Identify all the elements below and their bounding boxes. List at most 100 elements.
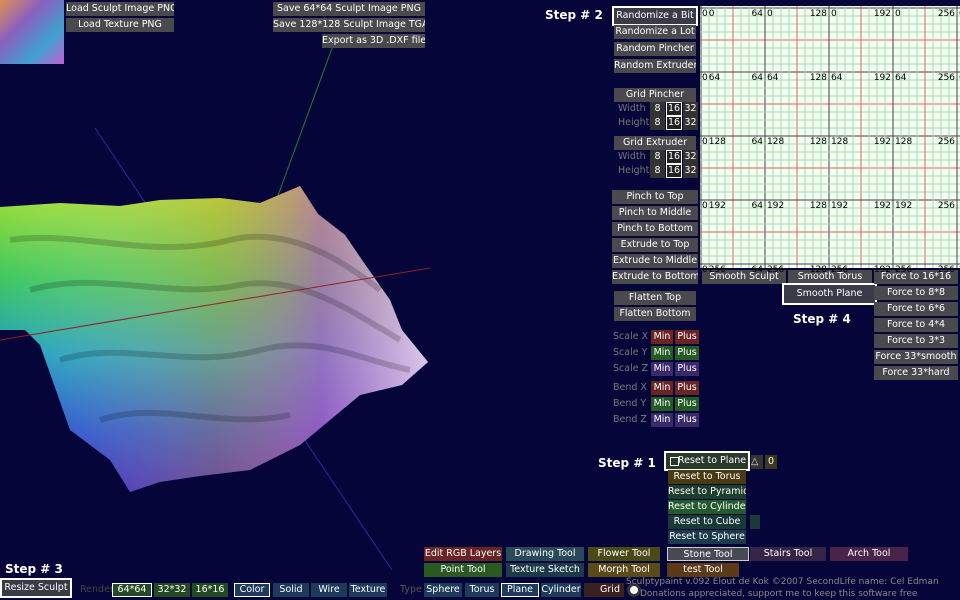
- button[interactable]: 16*16: [192, 583, 228, 597]
- button[interactable]: Grid Extruder: [614, 136, 696, 150]
- button[interactable]: Smooth Plane: [782, 283, 877, 305]
- button[interactable]: test Tool: [667, 563, 739, 577]
- size-button[interactable]: 32: [683, 116, 698, 130]
- bulb-icon[interactable]: [627, 583, 641, 597]
- button[interactable]: Drawing Tool: [506, 547, 584, 561]
- button[interactable]: Solid: [273, 583, 309, 597]
- button[interactable]: Min: [651, 397, 673, 411]
- grid-x-label: 0: [702, 73, 708, 83]
- grid-x-label: 256: [937, 137, 955, 147]
- button[interactable]: Load Texture PNG: [66, 18, 174, 32]
- button[interactable]: Smooth Torus: [788, 270, 872, 284]
- button[interactable]: Point Tool: [424, 563, 502, 577]
- button[interactable]: Plus: [675, 397, 699, 411]
- button[interactable]: 32*32: [154, 583, 190, 597]
- button[interactable]: Plus: [675, 362, 699, 376]
- button[interactable]: Extrude to Bottom: [612, 270, 698, 284]
- button[interactable]: Plus: [675, 346, 699, 360]
- button[interactable]: Reset to Plane: [664, 451, 750, 471]
- button[interactable]: Randomize a Bit: [612, 6, 698, 26]
- button[interactable]: Save 64*64 Sculpt Image PNG: [273, 2, 425, 16]
- button[interactable]: Pinch to Middle: [612, 206, 698, 220]
- x-axis: [0, 267, 431, 341]
- button[interactable]: Texture Sketch: [506, 563, 584, 577]
- grid-y-label: 128: [708, 137, 726, 147]
- button[interactable]: Sphere: [424, 583, 462, 597]
- size-button[interactable]: 8: [650, 164, 665, 178]
- button[interactable]: Reset to Pyramid: [668, 485, 746, 499]
- grid-x-label: 256: [937, 73, 955, 83]
- button[interactable]: Force to 8*8: [874, 286, 958, 300]
- size-button[interactable]: 32: [683, 150, 698, 164]
- step-label: Step # 3: [5, 562, 63, 576]
- size-button[interactable]: 16: [666, 164, 682, 178]
- button[interactable]: Min: [651, 330, 673, 344]
- button[interactable]: Morph Tool: [588, 563, 660, 577]
- button[interactable]: Force 33*hard: [874, 366, 958, 380]
- grid-y-label: 64: [767, 73, 779, 83]
- button[interactable]: Flatten Top: [614, 291, 696, 305]
- button[interactable]: Grid Pincher: [614, 88, 696, 102]
- grid-x-label: 64: [751, 137, 763, 147]
- button[interactable]: Force to 6*6: [874, 302, 958, 316]
- button[interactable]: Edit RGB Layers: [424, 547, 502, 561]
- button[interactable]: Stone Tool: [667, 547, 749, 561]
- button[interactable]: Load Sculpt Image PNG: [66, 2, 174, 16]
- step-label: Step # 1: [598, 456, 656, 470]
- button[interactable]: Min: [651, 381, 673, 395]
- grid-x-label: 192: [873, 201, 891, 211]
- button[interactable]: Min: [651, 413, 673, 427]
- button[interactable]: Reset to Torus: [668, 470, 746, 484]
- button[interactable]: Reset to Cylinder: [668, 500, 746, 514]
- button[interactable]: Cylinder: [541, 583, 581, 597]
- button[interactable]: Plus: [675, 381, 699, 395]
- size-button[interactable]: 8: [650, 116, 665, 130]
- grid-x-label: 256: [937, 201, 955, 211]
- button[interactable]: Randomize a Lot: [614, 25, 696, 39]
- button[interactable]: Plus: [675, 413, 699, 427]
- size-button[interactable]: 32: [683, 164, 698, 178]
- button[interactable]: 64*64: [112, 583, 152, 597]
- size-button[interactable]: 16: [666, 116, 682, 130]
- button[interactable]: Random Extruder: [614, 59, 696, 73]
- button[interactable]: Force 33*smooth: [874, 350, 958, 364]
- button[interactable]: Force to 16*16: [874, 270, 958, 284]
- button[interactable]: Force to 4*4: [874, 318, 958, 332]
- button[interactable]: Smooth Sculpt: [702, 270, 786, 284]
- button[interactable]: Stairs Tool: [750, 547, 826, 561]
- button[interactable]: Random Pincher: [614, 42, 696, 56]
- button[interactable]: Wire: [311, 583, 347, 597]
- size-button[interactable]: 16: [666, 102, 682, 116]
- size-button[interactable]: 16: [666, 150, 682, 164]
- button[interactable]: Min: [651, 362, 673, 376]
- button[interactable]: Texture: [349, 583, 387, 597]
- button[interactable]: Export as 3D .DXF file: [322, 34, 425, 48]
- button[interactable]: Save 128*128 Sculpt Image TGA: [273, 18, 425, 32]
- size-button[interactable]: 32: [683, 102, 698, 116]
- button[interactable]: Extrude to Top: [612, 238, 698, 252]
- checkbox-icon: [670, 457, 679, 466]
- button[interactable]: Torus: [465, 583, 499, 597]
- button[interactable]: Force to 3*3: [874, 334, 958, 348]
- size-button[interactable]: 8: [650, 102, 665, 116]
- button[interactable]: Resize Sculpt: [0, 578, 72, 598]
- button[interactable]: Pinch to Top: [612, 190, 698, 204]
- button[interactable]: Reset to Sphere: [668, 530, 746, 544]
- button[interactable]: Pinch to Bottom: [612, 222, 698, 236]
- button[interactable]: Plus: [675, 330, 699, 344]
- button[interactable]: Flatten Bottom: [614, 307, 696, 321]
- button[interactable]: Plane: [501, 583, 539, 597]
- footer-donations: Donations appreciated, support me to kee…: [640, 589, 918, 599]
- grid-y-label: 256: [767, 265, 785, 275]
- step-label: Step # 2: [545, 8, 603, 22]
- button[interactable]: Flower Tool: [588, 547, 660, 561]
- grid-y-label: 0: [831, 9, 837, 19]
- button[interactable]: Grid: [584, 583, 624, 597]
- button[interactable]: Reset to Cube: [668, 515, 746, 529]
- button[interactable]: Extrude to Middle: [612, 254, 698, 268]
- button[interactable]: Color: [234, 583, 270, 597]
- counter: 0: [765, 455, 777, 469]
- button[interactable]: Arch Tool: [830, 547, 908, 561]
- size-button[interactable]: 8: [650, 150, 665, 164]
- button[interactable]: Min: [651, 346, 673, 360]
